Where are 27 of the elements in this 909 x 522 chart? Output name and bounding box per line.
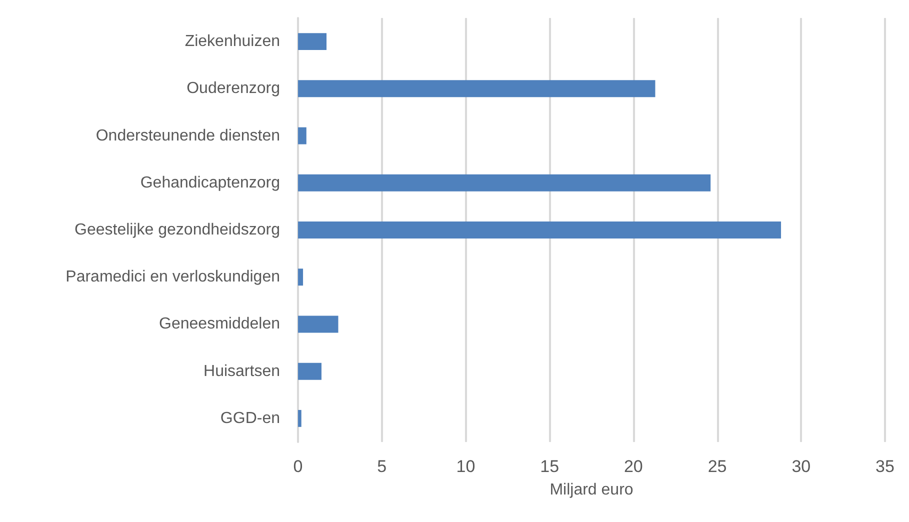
bar	[298, 362, 322, 380]
x-axis-title: Miljard euro	[550, 482, 634, 498]
x-tick-label: 20	[624, 457, 643, 476]
x-tick-label: 25	[708, 457, 727, 476]
x-tick-label: 15	[540, 457, 560, 476]
y-tick-label: Ziekenhuizen	[184, 33, 280, 50]
x-tick-label: 30	[792, 457, 811, 476]
bar	[298, 80, 656, 98]
x-tick-label: 5	[377, 457, 387, 476]
y-tick-label: Geestelijke gezondheidszorg	[74, 222, 280, 238]
y-tick-label: GGD-en	[220, 410, 280, 427]
y-tick-label: Gehandicaptenzorg	[140, 174, 280, 192]
y-tick-label: Huisartsen	[204, 362, 280, 380]
x-tick-label: 10	[456, 457, 476, 476]
y-tick-label: Ondersteunende diensten	[96, 127, 280, 144]
bar	[298, 174, 711, 192]
bar	[298, 268, 304, 286]
x-tick-label: 0	[293, 457, 303, 476]
bar	[298, 33, 327, 50]
y-tick-label: Geneesmiddelen	[159, 316, 280, 333]
bar	[298, 410, 302, 427]
bar	[298, 316, 338, 333]
bar	[298, 222, 782, 238]
y-tick-label: Ouderenzorg	[186, 80, 280, 98]
x-tick-label: 35	[876, 457, 894, 476]
y-tick-label: Paramedici en verloskundigen	[66, 268, 280, 286]
bar	[298, 127, 306, 144]
